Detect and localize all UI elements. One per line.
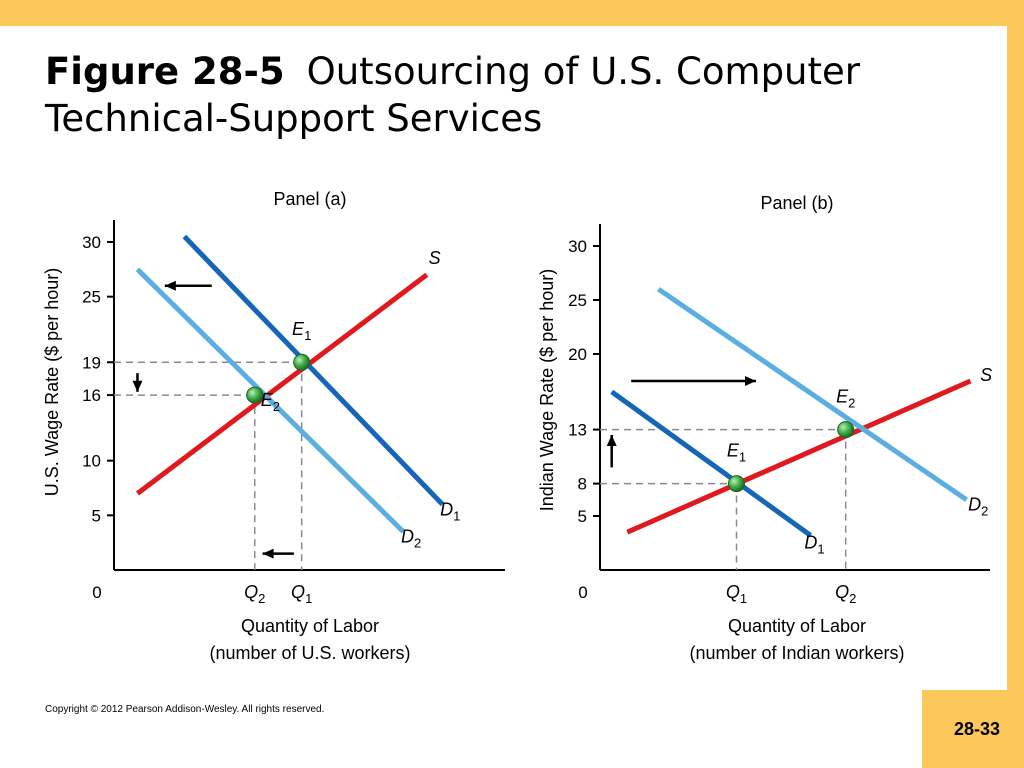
panel-a-x-tick-label: Q2	[244, 582, 265, 606]
panel-b-equilibrium-point	[837, 421, 855, 439]
panel-b-x-axis-sublabel: (number of Indian workers)	[689, 643, 904, 663]
panel-a-y-tick-label: 25	[82, 288, 101, 307]
panel-b-curve-d1	[610, 389, 813, 538]
panel-a-curve-d2	[135, 267, 406, 534]
panel-b-curve-label: S	[980, 365, 992, 385]
panel-a-curve-label: D2	[401, 527, 421, 551]
panel-a-y-tick-label: 30	[82, 233, 101, 252]
panel-a-shift-arrow	[132, 373, 143, 392]
panel-a-y-tick-label: 10	[82, 452, 101, 471]
panel-a-x-axis-sublabel: (number of U.S. workers)	[209, 643, 410, 663]
panel-a-chart: Panel (a) 5 10 16 19 25 30 0 U.S. Wage Rate ($ p…	[42, 189, 505, 663]
panel-a-y-axis-label: U.S. Wage Rate ($ per hour)	[42, 268, 62, 496]
panel-b-curve-label: D1	[804, 532, 824, 556]
panel-a-title: Panel (a)	[273, 189, 346, 209]
panel-a-equilibrium-label: E2	[261, 390, 280, 414]
panel-a-y-tick-label: 16	[82, 386, 101, 405]
panel-b-y-axis-label: Indian Wage Rate ($ per hour)	[537, 269, 557, 511]
panel-a-shift-arrow-head	[262, 548, 274, 559]
panel-b-x-axis-label: Quantity of Labor	[728, 616, 866, 636]
panel-b-shift-arrow-head	[606, 435, 617, 446]
panel-b-y-tick-label: 30	[568, 237, 587, 256]
panel-b-x-tick-label: Q2	[835, 582, 856, 606]
panel-a-equilibrium-point	[246, 386, 264, 404]
panel-a-shift-arrow	[262, 548, 294, 559]
panel-b-equilibrium-label: E2	[836, 387, 855, 411]
panel-b-equilibrium-label: E1	[727, 441, 746, 465]
panel-a-curve-label: S	[429, 248, 441, 268]
page-number: 28-33	[922, 690, 1024, 768]
panel-b-equilibrium-point	[728, 475, 745, 493]
panel-b-shift-arrow-head	[745, 376, 756, 386]
figure-title: Outsourcing of U.S. Computer Technical-S…	[45, 50, 860, 140]
panel-b-shift-arrow	[631, 376, 756, 386]
panel-a-y-tick-label: 5	[92, 506, 101, 525]
panel-a-shift-arrow-head	[132, 380, 143, 392]
slide-body: Figure 28-5 Outsourcing of U.S. Computer …	[0, 26, 1007, 768]
panel-b-origin-label: 0	[578, 583, 587, 602]
panel-b-curve-s	[626, 378, 972, 535]
panel-a-shift-arrow	[164, 280, 212, 291]
panel-b-y-tick-label: 20	[568, 345, 587, 364]
panel-a-shift-arrow-head	[164, 280, 176, 291]
panel-b-shift-arrow	[606, 435, 617, 468]
panel-a-origin-label: 0	[92, 583, 101, 602]
panel-b-curve-d2	[657, 287, 969, 502]
figure-number: Figure 28-5	[45, 50, 285, 93]
panel-b-y-tick-label: 13	[568, 421, 587, 440]
panel-a-x-axis-label: Quantity of Labor	[241, 616, 379, 636]
slide-title: Figure 28-5 Outsourcing of U.S. Computer …	[45, 48, 985, 142]
panel-b-y-tick-label: 5	[578, 507, 587, 526]
panel-b-y-tick-label: 8	[578, 475, 587, 494]
panel-a-x-tick-label: Q1	[291, 582, 312, 606]
panel-a-curve-d1	[182, 234, 445, 507]
panel-b-x-tick-label: Q1	[726, 582, 747, 606]
panel-b-title: Panel (b)	[760, 193, 833, 213]
panel-a-curve-label: D1	[440, 499, 460, 523]
panel-b-y-tick-label: 25	[568, 291, 587, 310]
copyright: Copyright © 2012 Pearson Addison-Wesley.…	[45, 704, 325, 715]
panel-a-curve-s	[135, 272, 429, 496]
panel-b-chart: Panel (b) 5 8 13 20 25 30 0 Indian Wage Rate ($ …	[537, 193, 992, 663]
panel-a-equilibrium-label: E1	[292, 319, 311, 343]
panel-b-curve-label: D2	[968, 495, 988, 519]
panel-a-equilibrium-point	[293, 353, 311, 371]
panel-a-y-tick-label: 19	[82, 353, 101, 372]
